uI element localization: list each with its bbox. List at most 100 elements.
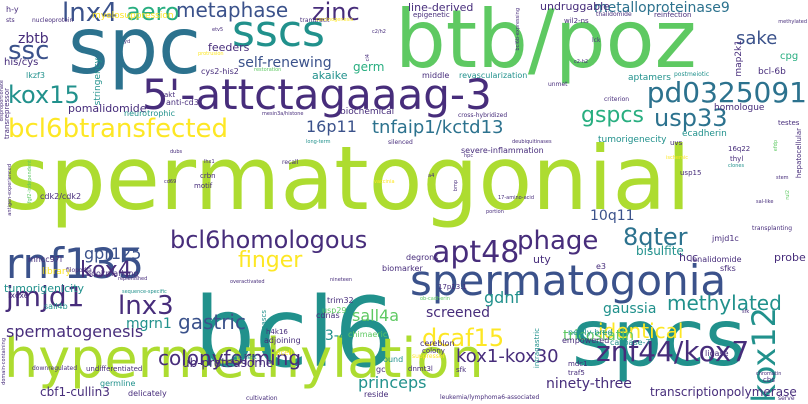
word-efdp: efdp bbox=[773, 140, 779, 152]
word-tnfaip1-kctd13: tnfaip1/kctd13 bbox=[372, 117, 504, 138]
word-recall: recall bbox=[282, 159, 299, 166]
word-gastric: gastric bbox=[178, 310, 246, 334]
word-kox1-kox30: kox1-kox30 bbox=[456, 346, 559, 367]
word-cross-hybridized: cross-hybridized bbox=[458, 112, 508, 119]
word-empowered: empowered bbox=[562, 336, 610, 345]
word-wil2-ns: wil2-ns bbox=[564, 17, 589, 25]
word-etv5: etv5 bbox=[212, 27, 224, 33]
word-filopodia: filopodia bbox=[66, 267, 92, 274]
word-map2k1: map2k1 bbox=[734, 40, 744, 77]
word-neurotrophic: neurotrophic bbox=[124, 109, 175, 118]
word-dnmt3l: dnmt3l bbox=[408, 365, 433, 373]
word-17p13-1: 17p13.1 bbox=[438, 283, 467, 291]
word-aero: aero bbox=[126, 0, 180, 26]
word-cl4: cl4 bbox=[365, 54, 371, 62]
word-16q22: 16q22 bbox=[728, 145, 751, 153]
word-antigen-experienced: antigen-experienced bbox=[7, 164, 13, 216]
word-mascs: mascs bbox=[260, 310, 268, 333]
word-anti-cd3: anti-cd3 bbox=[166, 98, 199, 107]
word-chromatin: chromatin bbox=[756, 371, 782, 377]
word-undifferentiated: undifferentiated bbox=[86, 365, 143, 373]
word-16p11: 16p11 bbox=[306, 117, 357, 136]
word-domain-containing: domain-containing bbox=[1, 338, 7, 385]
word-cpg: cpg bbox=[780, 51, 799, 62]
word-ninety-three: ninety-three bbox=[546, 376, 632, 392]
word-gpr125: gpr125 bbox=[84, 244, 142, 263]
word-germline: germline bbox=[100, 379, 136, 388]
word-rnf135: rnf135 bbox=[6, 239, 145, 288]
word-akt: akt bbox=[164, 91, 176, 99]
word-btb-poz: btb/poz bbox=[395, 0, 697, 86]
word-10q11: 10q11 bbox=[590, 208, 635, 224]
word-h4k16: h4k16 bbox=[266, 328, 288, 336]
word-zinc: zinc bbox=[312, 0, 360, 26]
word-traf5: traf5 bbox=[568, 369, 585, 377]
word-gdnf: gdnf bbox=[484, 288, 521, 307]
word-ub-proteasome: ub-proteasome bbox=[182, 356, 274, 370]
word-bcell: bcell bbox=[276, 349, 293, 357]
word-5-attctagaaag-3: 5'-attctagaaag-3 bbox=[142, 70, 492, 119]
word-hpc: hpc bbox=[464, 153, 474, 159]
word-bcl-6b: bcl-6b bbox=[758, 67, 786, 77]
word-pd0325091: pd0325091 bbox=[646, 76, 807, 109]
word-severe-inflammation: severe-inflammation bbox=[461, 146, 544, 155]
word-uty: uty bbox=[533, 253, 551, 266]
word-cdk2-cdk2: cdk2/cdk2 bbox=[40, 192, 82, 201]
word-sfk: sfk bbox=[456, 366, 467, 374]
word-spermatogenesis: spermatogenesis bbox=[6, 322, 144, 341]
word-phage: phage bbox=[517, 226, 599, 256]
word-cdnas: cdnas bbox=[316, 311, 340, 320]
word-sscs: sscs bbox=[232, 6, 325, 57]
word-tricostatin: tricostatin bbox=[563, 328, 635, 344]
word-sake: sake bbox=[736, 28, 778, 49]
word-c2-h2-b: c2/h2 bbox=[372, 29, 386, 35]
word-fgf2-independent: fgf2-independent bbox=[27, 160, 33, 204]
word-ischemic: ischemic bbox=[666, 155, 688, 161]
word-a4: a4 bbox=[428, 173, 435, 179]
word-dcaf15: dcaf15 bbox=[422, 324, 505, 352]
word-colonyforming: colonyforming bbox=[158, 346, 302, 370]
word-bcl6b-expressing: bcl6b-expressing bbox=[515, 8, 521, 51]
word-bcl6: bcl6 bbox=[194, 277, 396, 389]
word-princeps: princeps bbox=[358, 373, 427, 392]
word-hepatocellular: hepatocellular bbox=[795, 128, 803, 179]
word-suppressor: suppressor bbox=[412, 353, 445, 360]
word-spermatogonial: spermatogonial bbox=[4, 127, 691, 230]
word-transcriptionpolymerase: transcriptionpolymerase bbox=[650, 385, 797, 399]
word-lkzf3: lkzf3 bbox=[26, 71, 45, 80]
word-carcinogenesis: carcinogenesis bbox=[316, 17, 354, 23]
word-spc: spc bbox=[68, 2, 202, 92]
word-criterion: criterion bbox=[604, 96, 630, 103]
word-cys2-his2: cys2-his2 bbox=[201, 67, 239, 76]
word-epigenetic: epigenetic bbox=[413, 11, 450, 19]
word-self-renewing: self-renewing bbox=[238, 55, 332, 71]
word-gspcs: gspcs bbox=[581, 103, 644, 128]
word-line-derived: line-derived bbox=[408, 1, 474, 14]
word-library: library bbox=[42, 267, 71, 277]
word-sal-like: sal-like bbox=[756, 199, 774, 205]
word-bmp: bmp bbox=[453, 180, 459, 192]
word-finger: finger bbox=[238, 248, 303, 273]
word-lhx1: lhx1 bbox=[204, 159, 215, 165]
word-motif: motif bbox=[194, 182, 213, 190]
word-metalloproteinase9: metalloproteinase9 bbox=[594, 0, 730, 16]
word-vaccinia: vaccinia bbox=[374, 179, 395, 185]
word-jmjd1c: jmjd1c bbox=[712, 234, 739, 243]
word-ligase: ligase bbox=[705, 349, 729, 358]
word-sfks: sfks bbox=[720, 264, 736, 273]
word-zbtb: zbtb bbox=[18, 31, 49, 47]
word-dubs: dubs bbox=[170, 149, 183, 155]
word-mhcc97l: mhcc97l bbox=[28, 255, 63, 264]
word-reside: reside bbox=[364, 390, 389, 399]
word-17-amino-acid: 17-amino-acid bbox=[498, 195, 534, 201]
word-lnx4: lnx4 bbox=[62, 0, 118, 28]
word-clones: clones bbox=[728, 163, 745, 169]
word-tramtrack: tramtrack bbox=[300, 17, 330, 24]
word-cbf1-cullin3: cbf1-cullin3 bbox=[40, 385, 110, 399]
word-aptamers: aptamers bbox=[628, 73, 671, 83]
word-h-y: h-y bbox=[6, 5, 19, 14]
word-myelosuppression: myelosuppression bbox=[92, 11, 174, 21]
word-biomarker: biomarker bbox=[382, 264, 423, 273]
word-germ: germ bbox=[353, 60, 385, 74]
word-8qter: 8qter bbox=[623, 223, 688, 251]
